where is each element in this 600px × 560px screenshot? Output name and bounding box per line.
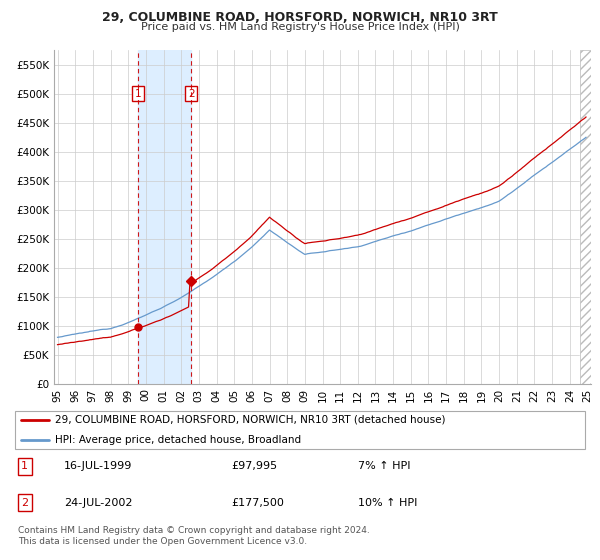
Bar xyxy=(580,50,593,384)
Text: 24-JUL-2002: 24-JUL-2002 xyxy=(64,498,133,507)
Text: Price paid vs. HM Land Registry's House Price Index (HPI): Price paid vs. HM Land Registry's House … xyxy=(140,22,460,32)
FancyBboxPatch shape xyxy=(15,411,585,449)
Bar xyxy=(580,50,593,384)
Text: 16-JUL-1999: 16-JUL-1999 xyxy=(64,461,132,471)
Text: HPI: Average price, detached house, Broadland: HPI: Average price, detached house, Broa… xyxy=(55,435,301,445)
Text: 1: 1 xyxy=(134,89,141,99)
Text: Contains HM Land Registry data © Crown copyright and database right 2024.
This d: Contains HM Land Registry data © Crown c… xyxy=(18,526,370,546)
Bar xyxy=(138,50,191,384)
Text: 7% ↑ HPI: 7% ↑ HPI xyxy=(358,461,410,471)
Text: 29, COLUMBINE ROAD, HORSFORD, NORWICH, NR10 3RT (detached house): 29, COLUMBINE ROAD, HORSFORD, NORWICH, N… xyxy=(55,415,446,424)
Text: £97,995: £97,995 xyxy=(231,461,277,471)
Text: £177,500: £177,500 xyxy=(231,498,284,507)
Text: 2: 2 xyxy=(188,89,194,99)
Text: 1: 1 xyxy=(21,461,28,471)
Text: 10% ↑ HPI: 10% ↑ HPI xyxy=(358,498,417,507)
Text: 29, COLUMBINE ROAD, HORSFORD, NORWICH, NR10 3RT: 29, COLUMBINE ROAD, HORSFORD, NORWICH, N… xyxy=(102,11,498,24)
Text: 2: 2 xyxy=(21,498,28,507)
